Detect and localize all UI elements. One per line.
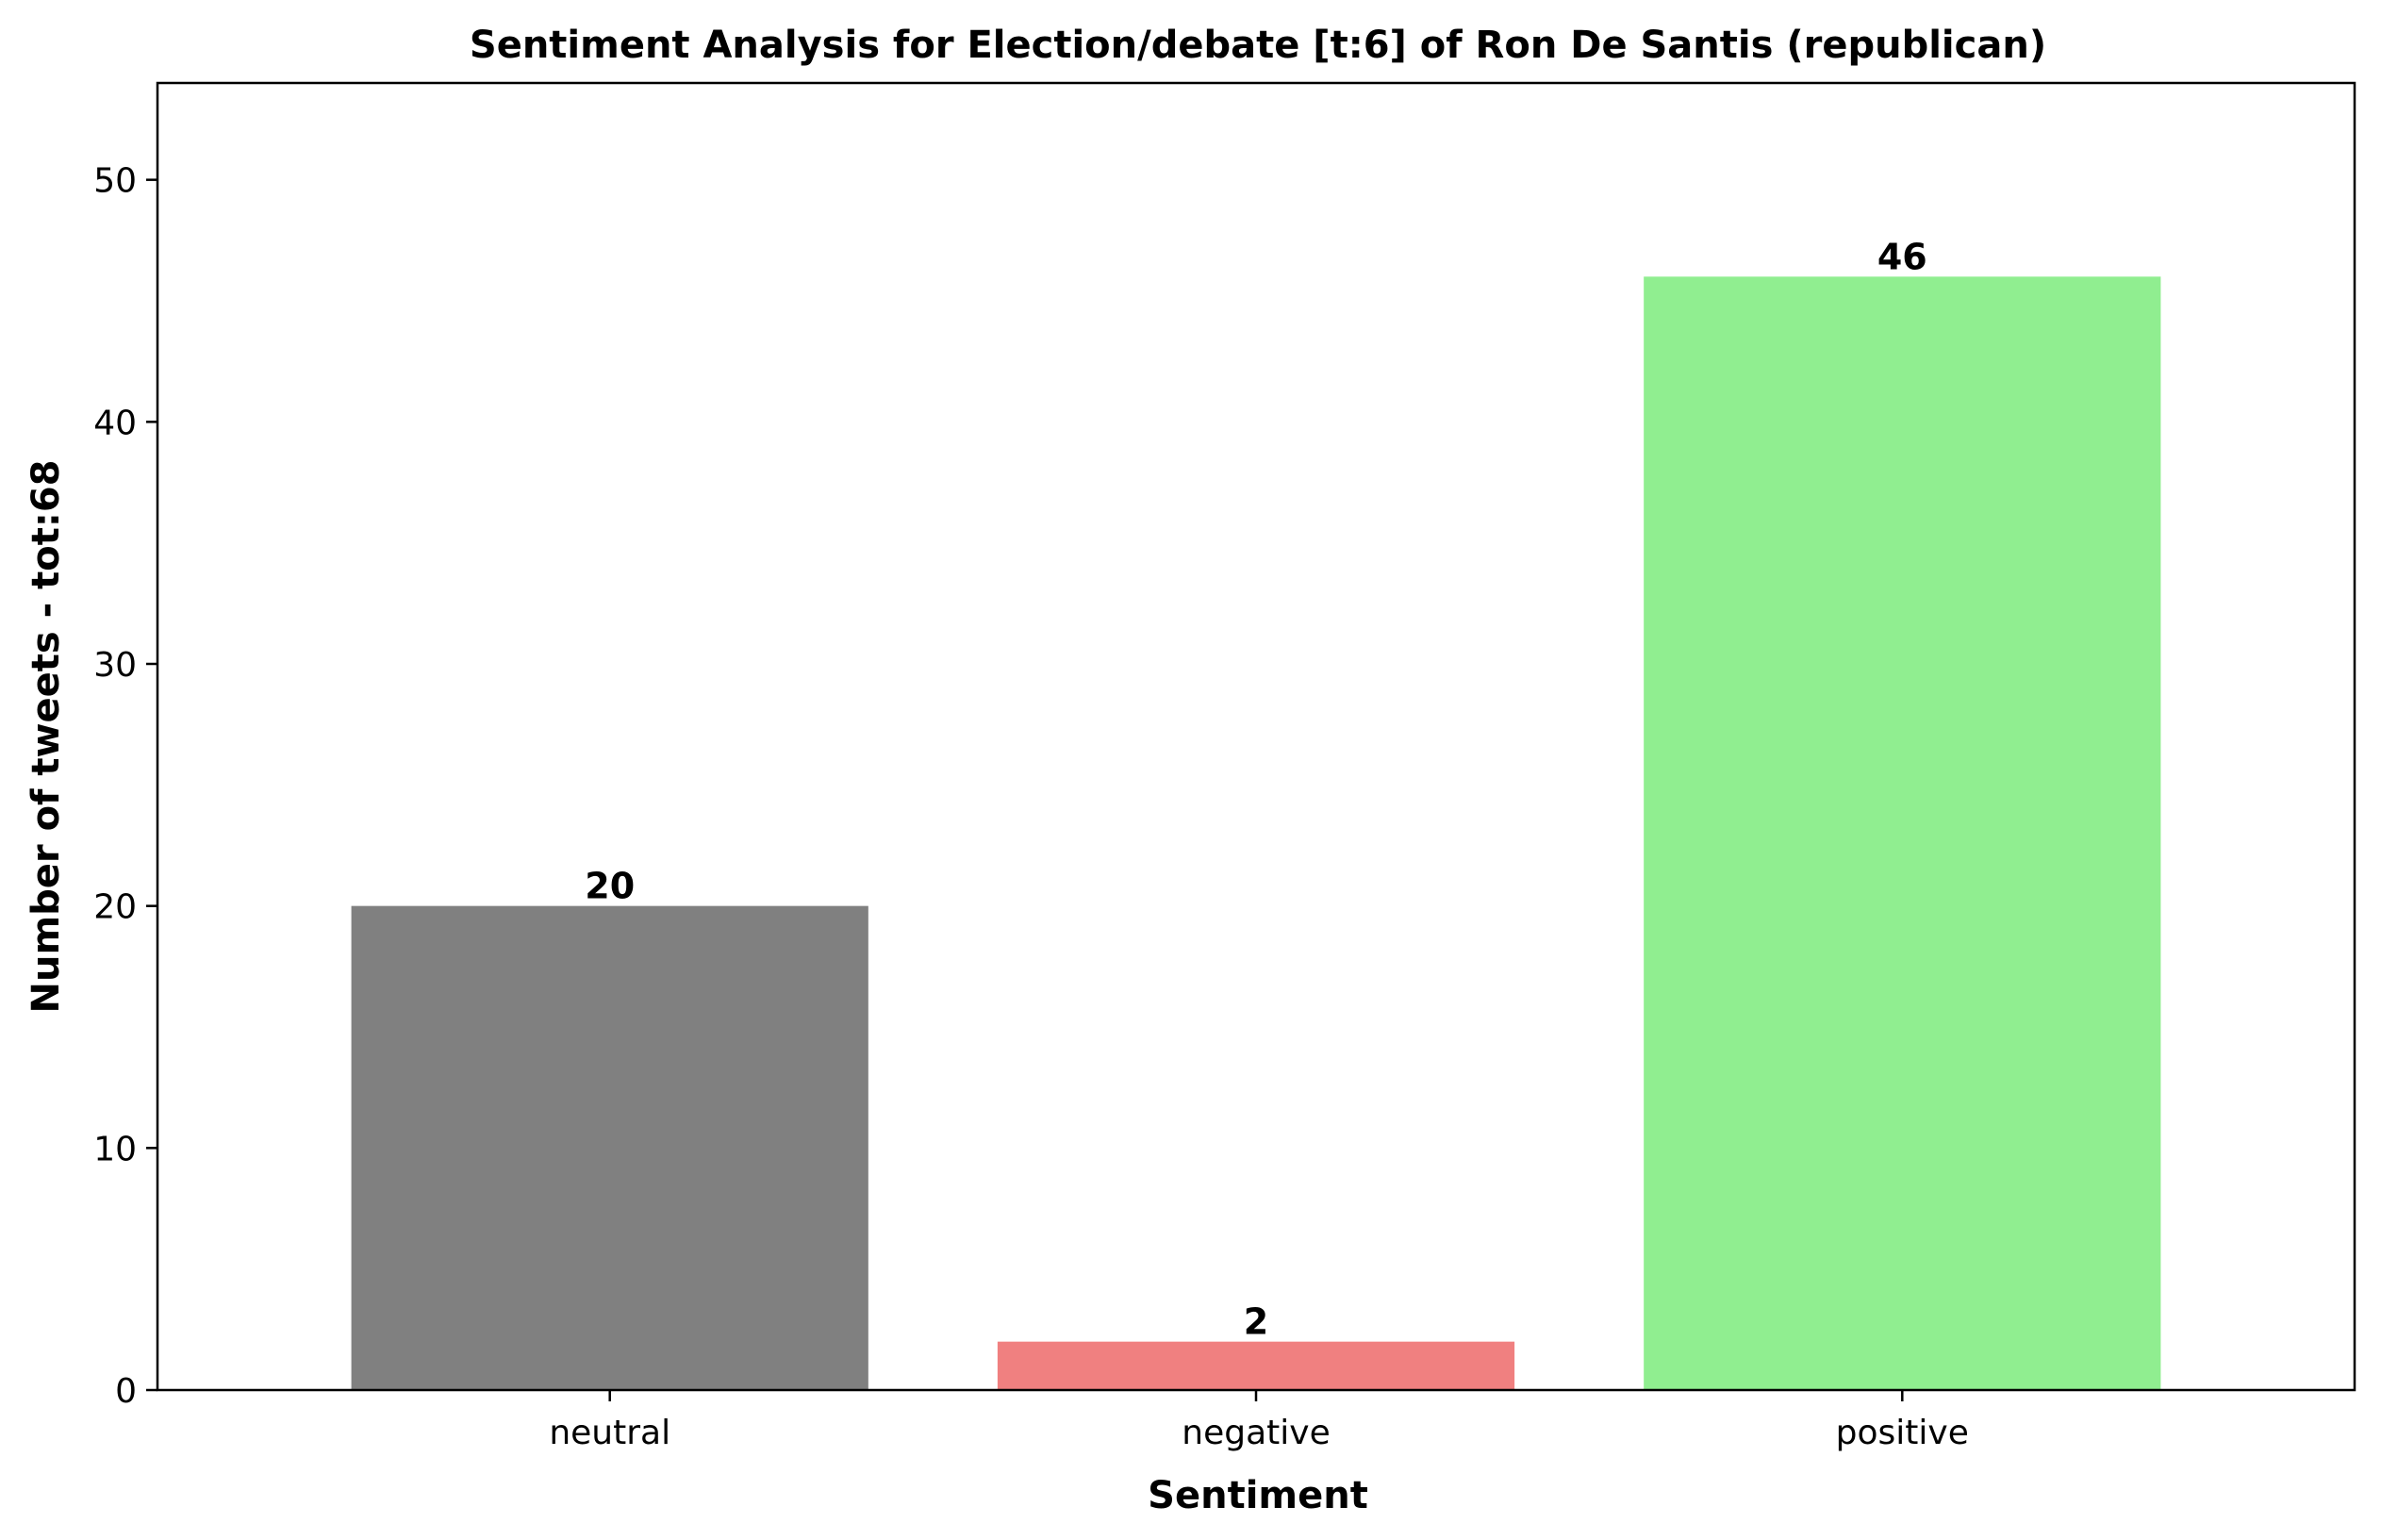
y-tick-label-50: 50 — [93, 162, 137, 201]
chart-title: Sentiment Analysis for Election/debate [… — [470, 24, 2046, 67]
x-tick-label-positive: positive — [1836, 1414, 1969, 1452]
x-axis-label: Sentiment — [1148, 1474, 1368, 1517]
y-tick-label-10: 10 — [93, 1130, 137, 1168]
y-tick-label-30: 30 — [93, 646, 137, 685]
x-tick-label-neutral: neutral — [549, 1414, 670, 1452]
value-label-positive: 46 — [1877, 236, 1927, 277]
bars — [351, 276, 2161, 1390]
x-axis: neutral negative positive — [549, 1390, 1969, 1452]
y-tick-label-0: 0 — [115, 1372, 137, 1411]
y-axis: 0 10 20 30 40 50 — [93, 162, 157, 1411]
bar-neutral — [351, 905, 868, 1390]
y-tick-label-20: 20 — [93, 888, 137, 927]
y-axis-label: Number of tweets - tot:68 — [25, 460, 68, 1014]
bar-positive — [1644, 276, 2161, 1390]
value-label-negative: 2 — [1244, 1301, 1268, 1343]
bar-negative — [997, 1341, 1515, 1390]
value-labels: 20 2 46 — [585, 236, 1926, 1342]
x-tick-label-negative: negative — [1182, 1414, 1330, 1452]
value-label-neutral: 20 — [585, 866, 635, 907]
y-tick-label-40: 40 — [93, 404, 137, 442]
